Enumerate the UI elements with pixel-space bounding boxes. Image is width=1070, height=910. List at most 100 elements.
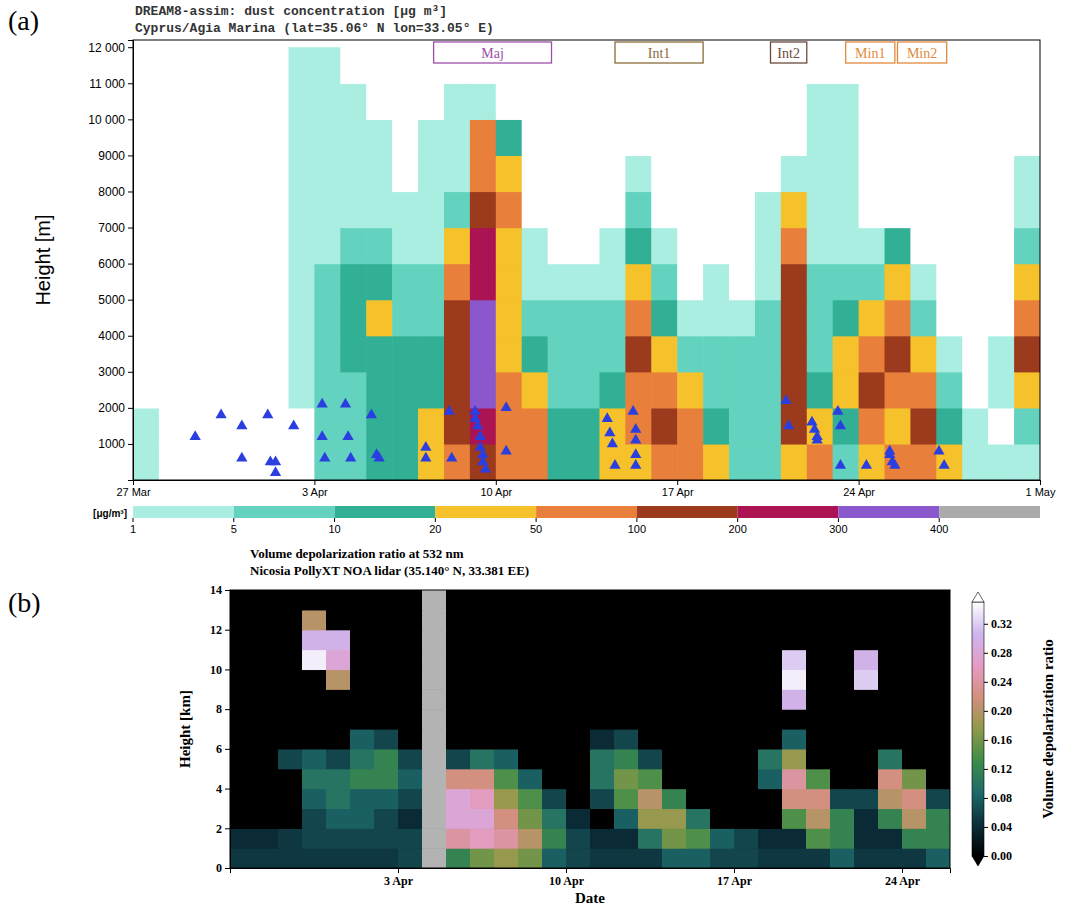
tick-mark (984, 856, 988, 857)
heatmap-cell (885, 408, 912, 445)
heatmap-cell (902, 808, 927, 828)
heatmap-cell (470, 444, 497, 480)
heatmap-cell (926, 789, 950, 809)
heatmap-cell (288, 372, 315, 409)
heatmap-cell (237, 119, 264, 156)
heatmap-cell (288, 264, 315, 301)
heatmap-cell (830, 769, 855, 789)
no-data-cell (422, 789, 447, 809)
colorbar-tick-label: 300 (829, 523, 847, 535)
heatmap-cell (159, 264, 186, 301)
heatmap-cell (878, 828, 903, 848)
heatmap-cell (392, 300, 419, 337)
heatmap-cell (518, 610, 543, 630)
tick-label: 9000 (98, 149, 125, 163)
heatmap-cell (470, 83, 497, 120)
heatmap-cell (254, 789, 279, 809)
tick: 7000 (98, 221, 133, 235)
heatmap-cell (133, 47, 160, 84)
heatmap-cell (230, 669, 255, 689)
heatmap-cell (133, 191, 160, 228)
heatmap-cell (542, 808, 567, 828)
heatmap-cell (926, 610, 950, 630)
heatmap-cell (734, 610, 759, 630)
colorbar-tick (737, 518, 738, 522)
heatmap-cell (926, 669, 950, 689)
heatmap-cell (625, 119, 652, 156)
heatmap-cell (566, 650, 591, 670)
heatmap-cell (237, 228, 264, 265)
point (345, 452, 356, 462)
tick-mark (225, 630, 230, 631)
heatmap-cell (185, 191, 212, 228)
tick-label: 4 (216, 782, 222, 796)
colorbar-segment (536, 506, 637, 518)
heatmap-cell (910, 408, 937, 445)
tick: 14 (210, 583, 230, 597)
tick-mark (128, 408, 133, 409)
heatmap-cell (398, 828, 423, 848)
event-box (615, 42, 703, 63)
heatmap-cell (729, 264, 756, 301)
heatmap-cell (859, 408, 886, 445)
heatmap-cell (398, 689, 423, 709)
heatmap-cell (878, 650, 903, 670)
point (501, 445, 512, 455)
point (366, 409, 377, 419)
heatmap-cell (885, 264, 912, 301)
heatmap-cell (278, 610, 303, 630)
heatmap-cell (902, 848, 927, 868)
tick-label: 0.16 (991, 733, 1012, 747)
heatmap-cell (599, 372, 626, 409)
heatmap-cell (288, 300, 315, 337)
heatmap-cell (686, 808, 711, 828)
heatmap-cell (263, 300, 290, 337)
tick-label: 0.00 (991, 849, 1012, 863)
tick: 10 (210, 663, 230, 677)
event-label: Min2 (907, 46, 937, 61)
heatmap-cell (548, 336, 575, 373)
tick: 10 Apr (480, 480, 512, 498)
heatmap-cell (662, 689, 687, 709)
heatmap-cell (392, 408, 419, 445)
heatmap-cell (703, 155, 730, 192)
heatmap-cell (614, 769, 639, 789)
heatmap-cell (398, 590, 423, 610)
heatmap-cell (830, 749, 855, 769)
heatmap-cell (374, 610, 399, 630)
heatmap-cell (590, 848, 615, 868)
panel-letter: (a) (8, 5, 39, 36)
heatmap-cell (677, 155, 704, 192)
no-data-cell (422, 650, 447, 670)
heatmap-cell (470, 669, 495, 689)
heatmap-cell (614, 828, 639, 848)
heatmap-cell (326, 590, 351, 610)
heatmap-cell (288, 83, 315, 120)
heatmap-cell (494, 630, 519, 650)
heatmap-cell (494, 610, 519, 630)
heatmap-cell (758, 669, 783, 689)
heatmap-cell (590, 769, 615, 789)
heatmap-cell (590, 828, 615, 848)
heatmap-cell (807, 372, 834, 409)
heatmap-cell (350, 729, 375, 749)
heatmap-cell (936, 191, 963, 228)
heatmap-cell (782, 630, 807, 650)
heatmap-cell (392, 191, 419, 228)
heatmap-cell (548, 83, 575, 120)
heatmap-cell (494, 828, 519, 848)
heatmap-cell (392, 155, 419, 192)
heatmap-cell (988, 372, 1015, 409)
heatmap-cell (366, 191, 393, 228)
heatmap-cell (494, 729, 519, 749)
heatmap-cell (936, 336, 963, 373)
heatmap-cell (686, 590, 711, 610)
heatmap-cell (651, 300, 678, 337)
heatmap-cell (211, 83, 238, 120)
heatmap-cell (962, 444, 989, 480)
tick-mark (225, 709, 230, 710)
heatmap-cell (859, 372, 886, 409)
heatmap-cell (807, 83, 834, 120)
tick-label: 0.28 (991, 646, 1012, 660)
colorbar-extension (972, 592, 984, 602)
